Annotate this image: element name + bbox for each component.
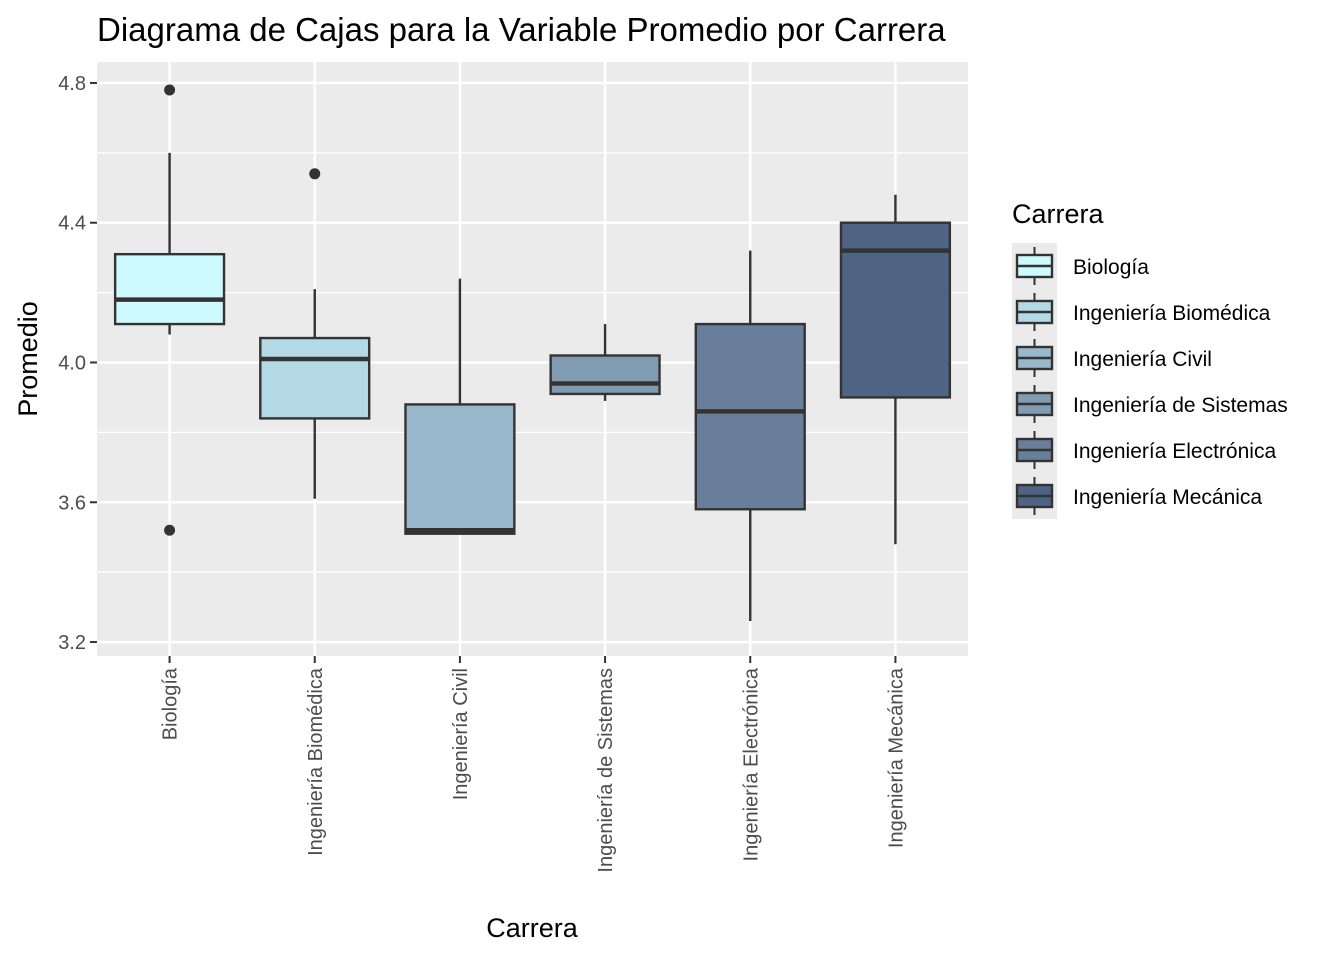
legend-label: Ingeniería Biomédica (1073, 302, 1271, 325)
box-iqr (259, 336, 371, 420)
x-tick-label: Ingeniería Civil (450, 668, 472, 800)
y-tick-label: 4.4 (58, 213, 86, 235)
x-axis: Biología Ingeniería Biomédica Ingeniería C… (160, 656, 907, 873)
box-1 (259, 168, 371, 499)
outlier-point (164, 84, 176, 96)
box-0 (113, 84, 226, 536)
y-axis: 3.2 3.6 4.0 4.4 4.8 (58, 73, 97, 654)
box-3 (549, 324, 661, 401)
legend-item: Biología (1015, 247, 1149, 285)
legend-label: Ingeniería de Sistemas (1073, 394, 1288, 417)
legend-item: Ingeniería Mecánica (1015, 477, 1262, 515)
x-tick-label: Ingeniería Mecánica (885, 667, 907, 848)
legend-item: Ingeniería Biomédica (1015, 293, 1271, 331)
legend-label: Ingeniería Electrónica (1073, 440, 1276, 463)
y-tick-label: 3.2 (58, 632, 86, 654)
box-5 (839, 194, 952, 545)
box-iqr (404, 403, 516, 535)
box-iqr (113, 252, 226, 326)
outlier-point (309, 168, 321, 180)
outlier-point (164, 524, 176, 536)
minor-gridlines (97, 152, 968, 573)
y-axis-title: Promedio (13, 301, 43, 417)
box-iqr (694, 322, 806, 511)
legend-title: Carrera (1012, 199, 1105, 229)
y-tick-label: 3.6 (58, 492, 86, 514)
legend-key-background (1012, 243, 1057, 519)
x-tick-label: Biología (160, 667, 182, 740)
legend-item: Ingeniería Electrónica (1015, 431, 1276, 469)
y-tick-label: 4.0 (58, 352, 86, 374)
legend: Carrera Biología Ingeniería Biomédica Inge… (1012, 199, 1288, 519)
chart-title: Diagrama de Cajas para la Variable Prome… (97, 11, 946, 48)
box-iqr (549, 354, 661, 396)
legend-item: Ingeniería Civil (1015, 339, 1212, 377)
x-axis-title: Carrera (486, 913, 579, 943)
legend-label: Biología (1073, 256, 1149, 279)
box-4 (694, 250, 806, 622)
x-tick-label: Ingeniería de Sistemas (595, 668, 617, 873)
legend-item: Ingeniería de Sistemas (1015, 385, 1288, 423)
legend-label: Ingeniería Civil (1073, 348, 1212, 371)
y-tick-label: 4.8 (58, 73, 86, 95)
legend-label: Ingeniería Mecánica (1073, 486, 1262, 509)
boxes (113, 84, 952, 622)
plot-panel (97, 62, 968, 656)
x-tick-label: Ingeniería Biomédica (305, 667, 327, 856)
x-tick-label: Ingeniería Electrónica (740, 667, 762, 861)
box-2 (404, 278, 516, 535)
